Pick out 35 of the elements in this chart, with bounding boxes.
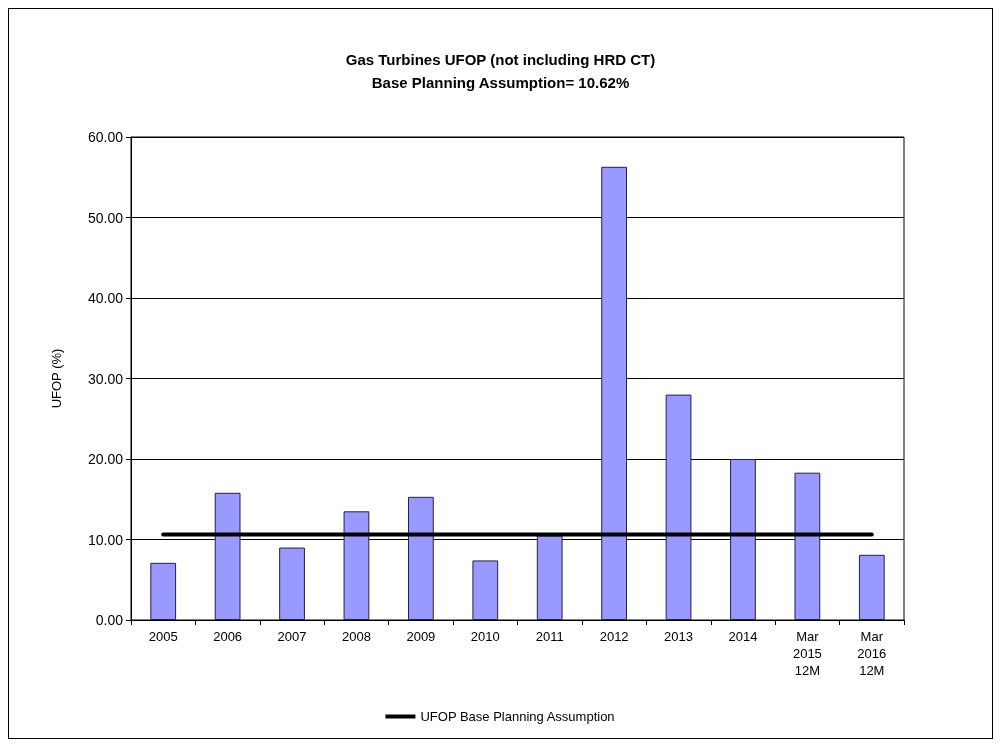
x-tick-label: 2011 [535,629,564,644]
y-axis-title: UFOP (%) [49,348,64,409]
x-tick-label: 2006 [213,629,243,644]
bar [601,166,628,620]
x-tick-label: 2014 [728,629,758,644]
x-tick-label: 2010 [470,629,500,644]
legend-label: UFOP Base Planning Assumption [420,709,615,724]
y-tick-label: 40.00 [87,290,124,306]
bar [794,472,821,620]
y-tick-label: 10.00 [87,531,124,548]
bar [730,459,756,620]
bar [214,492,241,620]
bar [858,554,885,620]
x-tick-label: Mar 2015 12M [792,629,822,678]
y-tick-label: 30.00 [87,370,124,387]
bar [279,547,305,620]
bar [472,560,499,620]
x-tick-label: 2013 [664,629,693,644]
x-tick-label: 2007 [277,629,307,644]
y-tick-label: 20.00 [87,451,124,467]
y-tick-label: 60.00 [87,129,124,145]
x-tick-label: 2009 [406,629,436,644]
bar [665,394,692,620]
x-tick-label: 2012 [599,629,629,644]
bar [150,562,177,620]
y-tick-label: 0.00 [95,612,124,628]
x-tick-label: Mar 2016 12M [857,629,887,678]
bar [343,511,370,620]
bar [407,496,434,620]
x-tick-label: 2008 [342,629,371,644]
bar [536,535,563,620]
y-tick-label: 50.00 [87,209,124,226]
x-tick-label: 2005 [148,629,178,644]
chart-subtitle: Base Planning Assumption= 10.62% [371,74,630,91]
chart-title: Gas Turbines UFOP (not including HRD CT) [345,51,656,68]
